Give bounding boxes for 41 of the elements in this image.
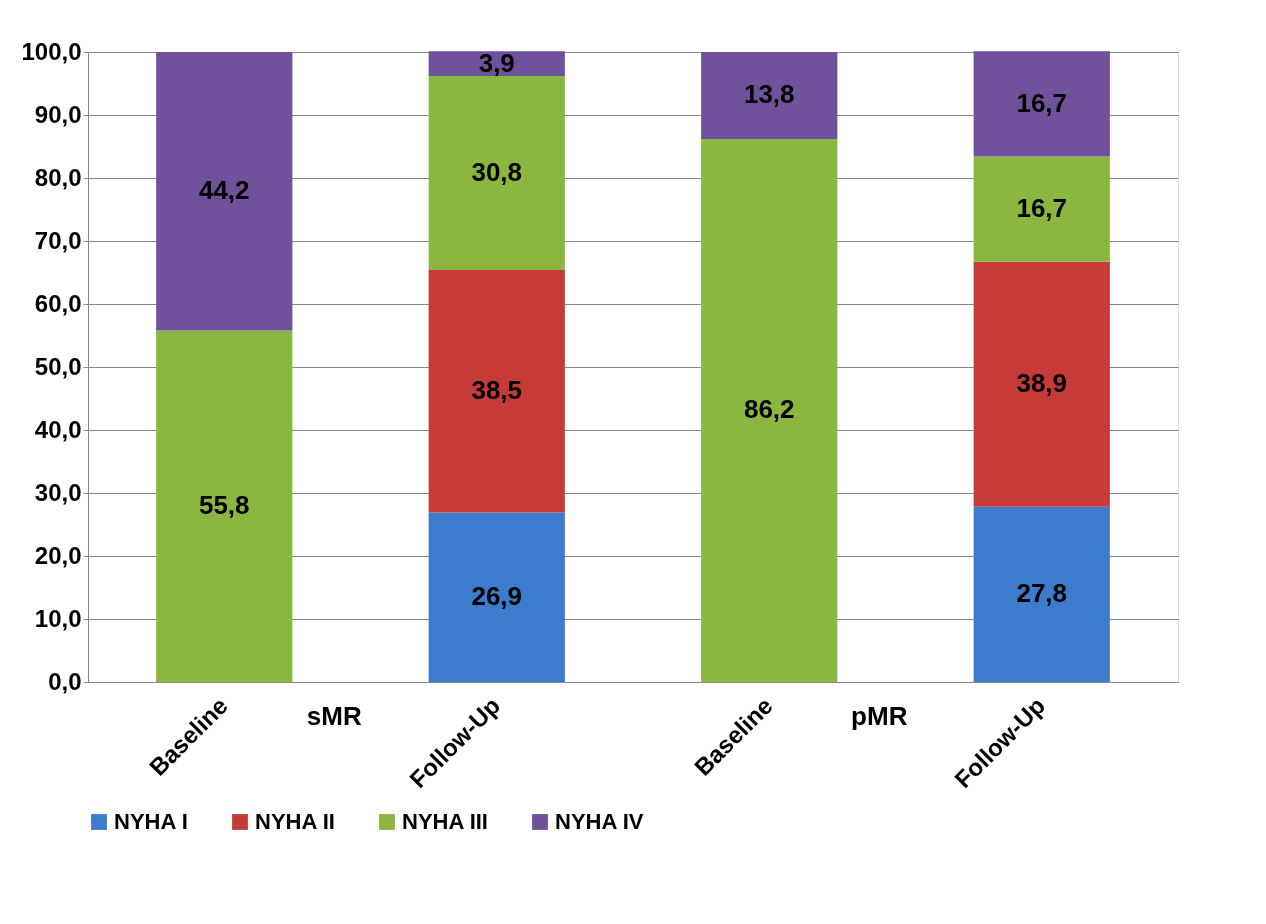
data-label: 26,9 bbox=[471, 581, 523, 612]
data-label: 55,8 bbox=[198, 490, 250, 521]
bar bbox=[973, 51, 1110, 157]
bar bbox=[701, 52, 838, 139]
y-tick-label: 40,0 bbox=[34, 415, 82, 443]
data-label: 30,8 bbox=[471, 156, 523, 187]
y-tick-label: 50,0 bbox=[34, 352, 82, 380]
bar bbox=[973, 261, 1110, 507]
data-label: 44,2 bbox=[198, 175, 250, 206]
bar bbox=[156, 52, 293, 331]
data-label: 13,8 bbox=[743, 79, 795, 110]
bar bbox=[701, 138, 838, 682]
bar bbox=[973, 506, 1110, 682]
data-label: 86,2 bbox=[743, 394, 795, 425]
bar bbox=[428, 51, 565, 76]
y-tick-label: 90,0 bbox=[34, 100, 82, 128]
data-label: 38,5 bbox=[471, 375, 523, 406]
legend-label: NYHA I bbox=[114, 809, 188, 834]
y-tick-label: 20,0 bbox=[34, 541, 82, 569]
data-label: 3,9 bbox=[478, 47, 515, 78]
bar bbox=[156, 330, 293, 682]
legend-label: NYHA IV bbox=[555, 809, 644, 834]
data-label: 27,8 bbox=[1016, 578, 1068, 609]
y-tick-label: 60,0 bbox=[34, 289, 82, 317]
legend-label: NYHA II bbox=[255, 809, 335, 834]
data-label: 38,9 bbox=[1016, 368, 1068, 399]
bar bbox=[428, 269, 565, 513]
y-tick-label: 70,0 bbox=[34, 226, 82, 254]
legend-label: NYHA III bbox=[402, 809, 488, 834]
bar bbox=[973, 156, 1110, 262]
data-label: 16,7 bbox=[1016, 87, 1068, 118]
y-tick-label: 80,0 bbox=[34, 163, 82, 191]
text: sMR bbox=[306, 701, 362, 731]
y-tick-label: 100,0 bbox=[21, 37, 82, 65]
bar bbox=[428, 75, 565, 270]
text: pMR bbox=[851, 701, 908, 731]
y-tick-label: 30,0 bbox=[34, 478, 82, 506]
y-tick-label: 0,0 bbox=[48, 667, 82, 695]
data-label: 16,7 bbox=[1016, 193, 1068, 224]
bar bbox=[428, 512, 565, 682]
y-tick-label: 10,0 bbox=[34, 604, 82, 632]
